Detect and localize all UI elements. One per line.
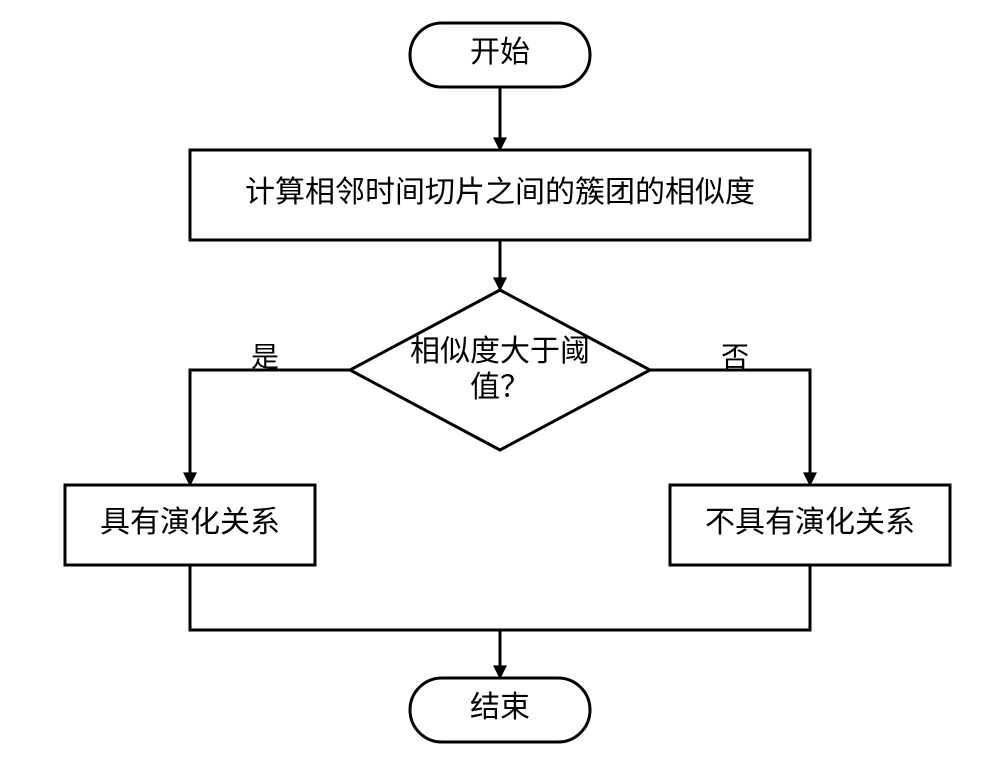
node-label: 不具有演化关系 (705, 506, 915, 539)
node-start: 开始 (410, 23, 590, 87)
node-label: 计算相邻时间切片之间的簇团的相似度 (245, 176, 755, 209)
node-label: 具有演化关系 (100, 506, 280, 539)
node-end: 结束 (410, 678, 590, 742)
node-no: 不具有演化关系 (670, 485, 950, 565)
node-label: 结束 (470, 691, 530, 724)
flow-edge (190, 565, 810, 630)
flow-edge (650, 370, 810, 485)
node-yes: 具有演化关系 (65, 485, 315, 565)
edge-label: 是 (251, 342, 279, 373)
node-process: 计算相邻时间切片之间的簇团的相似度 (190, 150, 810, 240)
node-label: 相似度大于阈 (410, 335, 590, 368)
node-label: 值？ (470, 371, 530, 404)
node-decision: 相似度大于阈值？ (350, 290, 650, 450)
node-label: 开始 (470, 36, 530, 69)
edge-label: 否 (721, 342, 749, 373)
flow-edge (190, 370, 350, 485)
